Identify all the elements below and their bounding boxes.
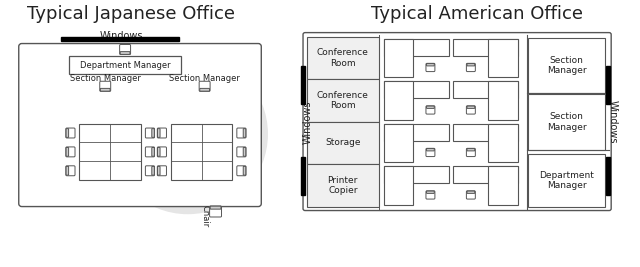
Bar xyxy=(606,66,610,104)
FancyBboxPatch shape xyxy=(157,128,166,138)
FancyBboxPatch shape xyxy=(157,166,160,175)
Text: Conference
Room: Conference Room xyxy=(317,91,369,110)
Bar xyxy=(606,157,610,195)
Circle shape xyxy=(417,60,566,209)
Text: Typical Japanese Office: Typical Japanese Office xyxy=(27,5,235,23)
FancyBboxPatch shape xyxy=(426,148,435,151)
FancyBboxPatch shape xyxy=(100,81,111,91)
FancyBboxPatch shape xyxy=(426,106,435,114)
FancyBboxPatch shape xyxy=(152,129,154,138)
FancyBboxPatch shape xyxy=(145,147,154,157)
FancyBboxPatch shape xyxy=(157,129,160,138)
Bar xyxy=(383,124,413,162)
FancyBboxPatch shape xyxy=(467,63,476,72)
FancyBboxPatch shape xyxy=(426,191,435,193)
Bar xyxy=(488,124,518,162)
FancyBboxPatch shape xyxy=(66,129,68,138)
Bar xyxy=(307,121,379,164)
Bar xyxy=(488,81,518,120)
Bar xyxy=(383,81,449,99)
FancyBboxPatch shape xyxy=(200,88,209,91)
FancyBboxPatch shape xyxy=(426,64,435,66)
FancyBboxPatch shape xyxy=(426,191,435,199)
Text: Department
Manager: Department Manager xyxy=(539,171,594,190)
FancyBboxPatch shape xyxy=(467,106,476,114)
FancyBboxPatch shape xyxy=(209,206,221,217)
Bar xyxy=(527,38,605,93)
FancyBboxPatch shape xyxy=(237,128,246,138)
Bar xyxy=(527,154,605,207)
Circle shape xyxy=(108,54,268,214)
FancyBboxPatch shape xyxy=(157,166,166,176)
FancyBboxPatch shape xyxy=(243,166,246,175)
FancyBboxPatch shape xyxy=(467,64,475,66)
Text: Department Manager: Department Manager xyxy=(80,61,170,70)
Bar xyxy=(301,157,305,195)
Text: Conference
Room: Conference Room xyxy=(317,48,369,68)
FancyBboxPatch shape xyxy=(243,147,246,156)
Bar xyxy=(307,164,379,207)
Bar xyxy=(307,79,379,121)
FancyBboxPatch shape xyxy=(210,206,221,209)
FancyBboxPatch shape xyxy=(237,166,246,176)
Text: Typical American Office: Typical American Office xyxy=(371,5,583,23)
Bar xyxy=(383,166,449,183)
Text: Windows: Windows xyxy=(99,31,143,41)
Bar xyxy=(452,166,518,183)
Bar xyxy=(452,124,518,141)
Bar xyxy=(383,81,413,120)
Text: Storage: Storage xyxy=(325,138,360,147)
FancyBboxPatch shape xyxy=(19,44,261,207)
FancyBboxPatch shape xyxy=(152,147,154,156)
Bar xyxy=(383,38,413,77)
Bar xyxy=(61,37,179,41)
Text: Printer
Copier: Printer Copier xyxy=(328,176,358,195)
FancyBboxPatch shape xyxy=(100,88,110,91)
FancyBboxPatch shape xyxy=(66,166,75,176)
Bar xyxy=(171,124,232,180)
FancyBboxPatch shape xyxy=(66,166,68,175)
FancyBboxPatch shape xyxy=(467,106,475,108)
FancyBboxPatch shape xyxy=(120,52,130,54)
Bar xyxy=(488,38,518,77)
FancyBboxPatch shape xyxy=(66,147,75,157)
Text: Chair: Chair xyxy=(200,205,209,227)
FancyBboxPatch shape xyxy=(426,148,435,156)
FancyBboxPatch shape xyxy=(157,147,160,156)
FancyBboxPatch shape xyxy=(199,81,210,91)
FancyBboxPatch shape xyxy=(145,128,154,138)
FancyBboxPatch shape xyxy=(467,191,476,199)
FancyBboxPatch shape xyxy=(426,63,435,72)
FancyBboxPatch shape xyxy=(66,147,68,156)
Text: Section
Manager: Section Manager xyxy=(547,112,586,132)
FancyBboxPatch shape xyxy=(303,33,611,211)
Bar xyxy=(383,166,413,205)
Text: Windows: Windows xyxy=(303,100,313,144)
Bar xyxy=(70,56,180,74)
Bar xyxy=(307,37,379,79)
Bar xyxy=(383,38,449,56)
Text: Windows: Windows xyxy=(608,100,618,144)
FancyBboxPatch shape xyxy=(157,147,166,157)
Bar xyxy=(79,124,141,180)
Bar xyxy=(488,166,518,205)
Text: Section Manager: Section Manager xyxy=(169,74,240,83)
FancyBboxPatch shape xyxy=(426,106,435,108)
FancyBboxPatch shape xyxy=(467,191,475,193)
Bar xyxy=(301,66,305,104)
FancyBboxPatch shape xyxy=(66,128,75,138)
FancyBboxPatch shape xyxy=(467,148,475,151)
FancyBboxPatch shape xyxy=(120,45,131,54)
FancyBboxPatch shape xyxy=(243,129,246,138)
Text: Section Manager: Section Manager xyxy=(70,74,141,83)
Bar xyxy=(452,81,518,99)
Bar xyxy=(452,38,518,56)
FancyBboxPatch shape xyxy=(145,166,154,176)
Text: Section
Manager: Section Manager xyxy=(547,56,586,75)
FancyBboxPatch shape xyxy=(237,147,246,157)
Bar xyxy=(527,94,605,150)
Bar xyxy=(383,124,449,141)
FancyBboxPatch shape xyxy=(152,166,154,175)
FancyBboxPatch shape xyxy=(467,148,476,156)
